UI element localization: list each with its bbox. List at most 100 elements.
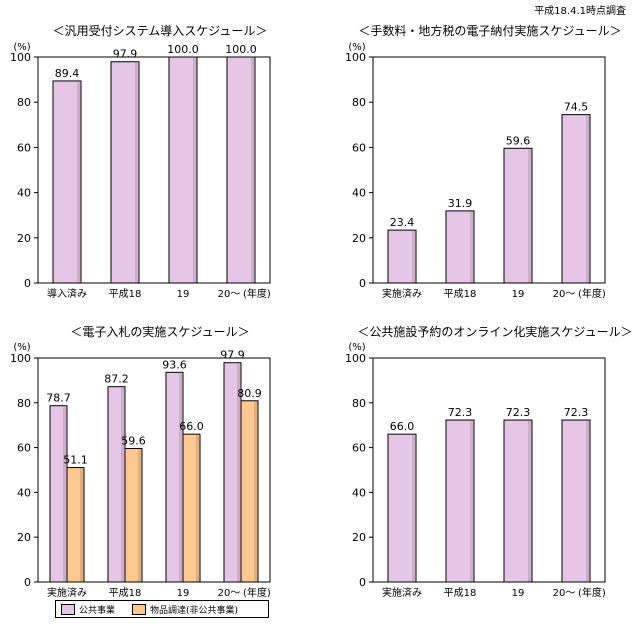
chart-1-bar-shade-public bbox=[412, 231, 415, 283]
chart-1-value-label-public: 74.5 bbox=[564, 101, 589, 114]
chart-0-ylabel: (%) bbox=[13, 42, 30, 53]
chart-1-ytick-label: 60 bbox=[352, 141, 366, 154]
chart-3-bar-shade-public bbox=[528, 421, 531, 582]
chart-3-ytick-label: 60 bbox=[352, 442, 366, 455]
chart-0-value-label-public: 89.4 bbox=[55, 67, 80, 80]
chart-3-bar-shade-public bbox=[586, 421, 589, 582]
chart-1-ylabel: (%) bbox=[348, 42, 365, 53]
chart-2-xtick-label: 平成18 bbox=[109, 587, 142, 599]
chart-3-ylabel: (%) bbox=[348, 342, 365, 353]
chart-1-value-label-public: 31.9 bbox=[448, 197, 473, 210]
chart-0-bar-public bbox=[52, 80, 82, 284]
legend-item-nonpublic: 物品調達(非公共事業) bbox=[132, 603, 238, 616]
chart-3-title: ＜公共施設予約のオンライン化実施スケジュール＞ bbox=[357, 324, 632, 339]
chart-0-title: ＜汎用受付システム導入スケジュール＞ bbox=[53, 24, 268, 38]
chart-0-xtick-label: 19 bbox=[177, 289, 190, 300]
chart-3-xtick-label: 20～ bbox=[553, 588, 576, 599]
chart-2-bar-shade-public bbox=[179, 373, 182, 582]
chart-2-value-label-public: 97.9 bbox=[220, 349, 245, 362]
chart-1-ytick-label: 20 bbox=[352, 232, 366, 245]
chart-2-value-label-nonpublic: 51.1 bbox=[63, 454, 88, 467]
chart-3-xtick-label: 19 bbox=[512, 588, 525, 599]
legend-label-nonpublic: 物品調達(非公共事業) bbox=[150, 605, 239, 616]
legend-item-public: 公共事業 bbox=[61, 603, 115, 616]
chart-3-ytick-label: 20 bbox=[352, 531, 366, 544]
chart-3-bar-public bbox=[503, 419, 533, 583]
chart-2-ytick-label: 0 bbox=[24, 576, 31, 589]
chart-1-bar-shade-public bbox=[528, 149, 531, 283]
chart-0-value-label-public: 100.0 bbox=[225, 43, 257, 56]
chart-3-xtick-label: 実施済み bbox=[382, 586, 422, 599]
chart-0-ytick-label: 0 bbox=[24, 277, 31, 290]
survey-date-note: 平成18.4.1時点調査 bbox=[534, 6, 626, 17]
chart-2-value-label-public: 87.2 bbox=[104, 373, 129, 386]
chart-0-ytick-label: 20 bbox=[17, 232, 31, 245]
chart-1-bar-public bbox=[387, 229, 417, 284]
chart-1-ytick-label: 80 bbox=[352, 96, 366, 109]
chart-2-bar-nonpublic bbox=[182, 433, 201, 583]
chart-2-bar-shade-nonpublic bbox=[196, 435, 199, 582]
chart-0-xtick-label: 導入済み bbox=[47, 287, 87, 300]
chart-0-value-label-public: 97.9 bbox=[113, 48, 138, 61]
chart-1-ytick-label: 40 bbox=[352, 187, 366, 200]
chart-2-value-label-nonpublic: 66.0 bbox=[179, 420, 204, 433]
chart-0-xtick-label: 平成18 bbox=[109, 288, 142, 300]
chart-1-bar-public bbox=[445, 210, 475, 284]
chart-2-ytick-label: 20 bbox=[17, 531, 31, 544]
chart-3-value-label-public: 72.3 bbox=[564, 406, 589, 419]
chart-2-ytick-label: 60 bbox=[17, 442, 31, 455]
chart-0-ytick-label: 80 bbox=[17, 96, 31, 109]
chart-2-ylabel: (%) bbox=[13, 342, 30, 353]
chart-1-bar-shade-public bbox=[470, 211, 473, 283]
chart-2-xtick-label: 実施済み bbox=[47, 586, 87, 599]
chart-2-ytick-label: 40 bbox=[17, 486, 31, 499]
chart-0-xtick-label: 20～ bbox=[218, 289, 241, 300]
chart-1-xtick-label: 平成18 bbox=[444, 288, 477, 300]
chart-1-value-label-public: 23.4 bbox=[390, 216, 415, 229]
chart-1-ytick-label: 0 bbox=[359, 277, 366, 290]
chart-0-bar-shade-public bbox=[77, 81, 80, 284]
chart-1-bar-public bbox=[561, 114, 591, 284]
chart-1-ytick-label: 100 bbox=[345, 51, 366, 64]
chart-3-ytick-label: 100 bbox=[345, 352, 366, 365]
chart-1-xtick-label: 20～ bbox=[553, 289, 576, 300]
chart-2-plot-frame bbox=[37, 357, 271, 583]
chart-0-ytick-label: 100 bbox=[10, 51, 31, 64]
chart-2-ytick-label: 80 bbox=[17, 397, 31, 410]
chart-1-bar-public bbox=[503, 147, 533, 284]
chart-1-xunit-label: (年度) bbox=[578, 287, 606, 300]
chart-0-bar-shade-public bbox=[251, 58, 254, 283]
chart-2-bar-shade-public bbox=[237, 363, 240, 582]
chart-0-bar-public bbox=[168, 56, 198, 284]
chart-3-plot-frame bbox=[372, 357, 606, 583]
chart-2-bar-nonpublic bbox=[124, 447, 143, 583]
chart-3-xtick-label: 平成18 bbox=[444, 587, 477, 599]
chart-2-value-label-nonpublic: 80.9 bbox=[237, 387, 262, 400]
legend-label-public: 公共事業 bbox=[79, 605, 116, 616]
chart-1-title: ＜手数料・地方税の電子納付実施スケジュール＞ bbox=[358, 23, 621, 38]
chart-3-value-label-public: 72.3 bbox=[448, 406, 473, 419]
chart-3-ytick-label: 80 bbox=[352, 397, 366, 410]
chart-0-ytick-label: 60 bbox=[17, 141, 31, 154]
chart-2-ytick-label: 100 bbox=[10, 352, 31, 365]
chart-2-xtick-label: 20～ bbox=[218, 588, 241, 599]
chart-1-xtick-label: 実施済み bbox=[382, 287, 422, 300]
chart-2-bar-shade-nonpublic bbox=[254, 401, 257, 582]
chart-0-bar-public bbox=[226, 56, 256, 284]
chart-2-value-label-public: 93.6 bbox=[162, 358, 187, 371]
chart-2-bar-shade-nonpublic bbox=[138, 449, 141, 582]
chart-0-plot-frame bbox=[37, 56, 271, 284]
chart-3-ytick-label: 0 bbox=[359, 576, 366, 589]
chart-1-value-label-public: 59.6 bbox=[506, 134, 531, 147]
chart-3-bar-shade-public bbox=[470, 421, 473, 582]
chart-2-bar-shade-nonpublic bbox=[80, 468, 83, 582]
chart-2-xtick-label: 19 bbox=[177, 588, 190, 599]
chart-0-xunit-label: (年度) bbox=[243, 287, 271, 300]
chart-0-bar-shade-public bbox=[135, 62, 138, 283]
chart-3-ytick-label: 40 bbox=[352, 486, 366, 499]
chart-2-value-label-nonpublic: 59.6 bbox=[121, 434, 146, 447]
chart-1-xtick-label: 19 bbox=[512, 289, 525, 300]
chart-1-plot-frame bbox=[372, 56, 606, 284]
chart-0-value-label-public: 100.0 bbox=[167, 43, 199, 56]
